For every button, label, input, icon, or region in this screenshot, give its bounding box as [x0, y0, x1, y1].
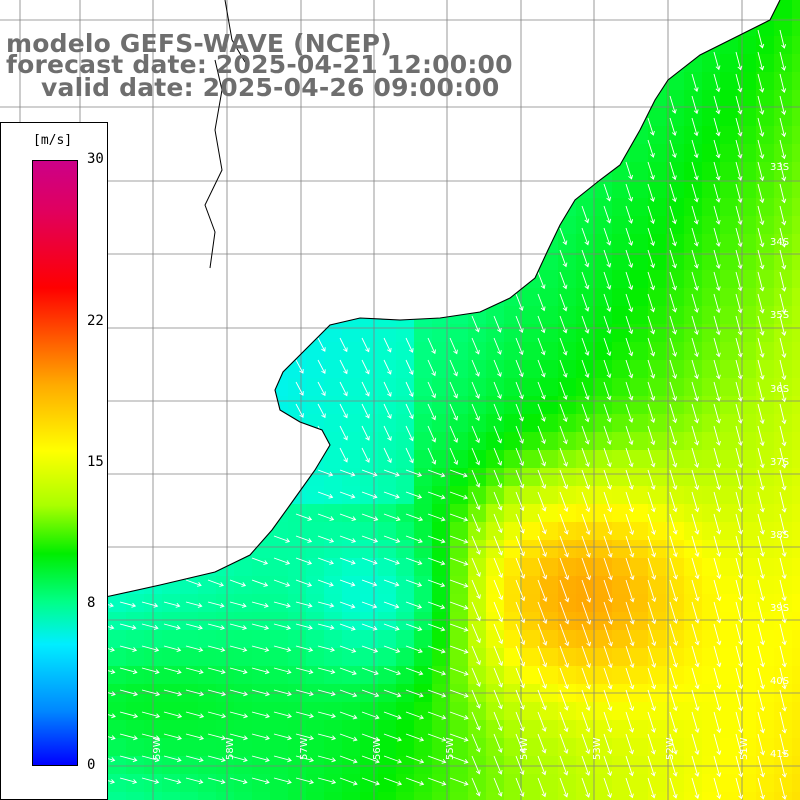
coastline [0, 0, 781, 613]
lon-label: 56W [372, 737, 383, 760]
lat-label: 36S [770, 384, 789, 395]
lat-label: 40S [770, 676, 789, 687]
lon-label: 54W [519, 737, 530, 760]
lat-label: 39S [770, 603, 789, 614]
colorbar-tick-label: 8 [87, 595, 96, 612]
colorbar-unit: [m/s] [33, 133, 73, 148]
border-line [204, 59, 223, 269]
lat-label: 37S [770, 457, 789, 468]
land-mask [0, 0, 780, 612]
wind-arrows [9, 29, 787, 800]
lon-label: 57W [299, 737, 310, 760]
lat-label: 38S [770, 530, 789, 541]
valid-date: valid date: 2025-04-26 09:00:00 [41, 73, 500, 102]
lon-label: 58W [225, 737, 236, 760]
lon-label: 51W [739, 737, 750, 760]
lat-label: 34S [770, 237, 789, 248]
forecast-date: forecast date: 2025-04-21 12:00:00 [6, 50, 513, 79]
lat-label: 35S [770, 310, 789, 321]
lat-label: 41S [770, 749, 789, 760]
colorbar-tick-label: 22 [87, 312, 104, 329]
colorbar-tick-label: 15 [87, 454, 104, 470]
lon-label: 59W [152, 737, 163, 760]
lon-label: 55W [445, 737, 456, 760]
lon-label: 53W [592, 737, 603, 760]
colorbar-gradient [32, 160, 78, 766]
colorbar-tick-label: 0 [87, 757, 96, 773]
colorbar-tick-label: 30 [87, 151, 104, 167]
lat-label: 33S [770, 162, 789, 173]
river-line [224, 0, 246, 63]
model-title: modelo GEFS-WAVE (NCEP) [6, 29, 392, 58]
lon-label: 52W [665, 737, 676, 760]
